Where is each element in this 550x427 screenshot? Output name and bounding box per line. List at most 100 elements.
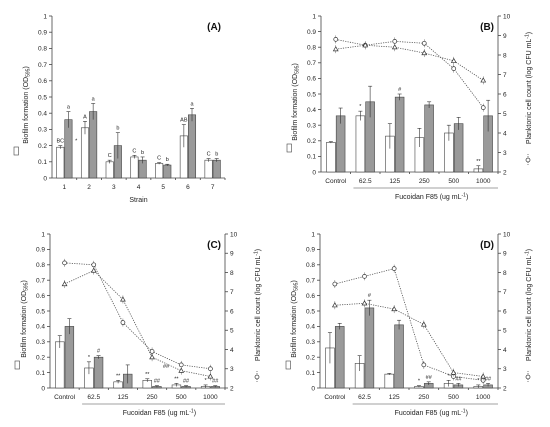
- significance-label: **: [476, 159, 481, 165]
- panel-label: (D): [480, 240, 494, 251]
- bar-gray: [163, 164, 172, 179]
- x-tick-label: 125: [389, 394, 400, 401]
- legend-marker-planktonic: [254, 374, 260, 380]
- significance-label: **: [116, 373, 121, 379]
- y-tick-label: 0.8: [36, 262, 45, 269]
- bar-white: [55, 341, 65, 389]
- significance-label: ##: [426, 375, 433, 381]
- x-tick-label: 62.5: [358, 394, 371, 401]
- point-circle: [333, 37, 339, 42]
- y-tick-label: 0.6: [306, 293, 315, 300]
- point-triangle: [480, 373, 487, 379]
- significance-label: C: [207, 152, 211, 158]
- x-tick-label: Control: [325, 178, 347, 185]
- point-triangle: [361, 300, 368, 306]
- y-tick-label: 0.7: [307, 60, 316, 67]
- bar-gray: [335, 115, 346, 173]
- significance-label: **: [145, 372, 150, 378]
- significance-label: ##: [154, 379, 161, 385]
- y2-tick-label: 6: [503, 91, 507, 98]
- bar-white: [326, 142, 336, 173]
- y-tick-label: 0.9: [306, 247, 315, 254]
- x-tick-label: 62.5: [87, 394, 100, 401]
- x-axis-label: Fucoidan F85 (ug mL-1): [123, 409, 196, 418]
- x-axis-label: Fucoidan F85 (ug mL-1): [395, 193, 468, 202]
- y2-tick-label: 2: [503, 169, 507, 176]
- point-triangle: [450, 57, 457, 63]
- panel-label: (B): [480, 22, 494, 33]
- y-tick-label: 0.5: [38, 94, 47, 101]
- x-tick-label: 4: [137, 184, 141, 191]
- significance-label: *: [88, 355, 91, 361]
- extra-annotation: *: [75, 138, 78, 144]
- y2-tick-label: 4: [503, 130, 507, 137]
- point-circle: [149, 349, 155, 354]
- y-tick-label: 0: [43, 175, 47, 182]
- y2-tick-label: 9: [230, 251, 234, 258]
- y-tick-label: 1: [311, 231, 315, 238]
- bar-white: [155, 163, 164, 179]
- panel-label: (A): [207, 22, 221, 33]
- bar-gray: [89, 111, 98, 179]
- y-tick-label: 0.1: [36, 370, 45, 377]
- y2-tick-label: 4: [230, 347, 234, 354]
- y2-tick-label: 8: [503, 52, 507, 59]
- legend-marker-planktonic: [525, 374, 531, 380]
- y-tick-label: 0.8: [307, 45, 316, 52]
- y2-tick-label: 8: [230, 270, 234, 277]
- bar-gray: [64, 326, 75, 389]
- point-triangle: [120, 296, 126, 302]
- point-triangle: [480, 77, 487, 83]
- y-tick-label: 0.9: [36, 247, 45, 254]
- significance-label: C: [108, 153, 112, 159]
- significance-label: C: [157, 156, 161, 162]
- bar-gray: [187, 114, 197, 179]
- y-tick-label: 0: [312, 169, 316, 176]
- point-circle: [392, 38, 398, 44]
- y-tick-label: 0.3: [307, 123, 316, 130]
- legend-marker-planktonic: [525, 157, 531, 163]
- y2-tick-label: 8: [503, 270, 507, 277]
- y2-tick-label: 3: [503, 150, 507, 157]
- point-triangle: [61, 280, 68, 287]
- bar-gray: [424, 104, 434, 173]
- point-circle: [332, 281, 338, 287]
- significance-label: *: [477, 378, 480, 384]
- significance-label: *: [359, 104, 362, 110]
- bar-gray: [364, 307, 375, 389]
- y-tick-label: 0.6: [36, 293, 45, 300]
- point-circle: [451, 66, 457, 72]
- y-tick-label: 0: [311, 385, 315, 392]
- significance-label: b: [166, 157, 169, 163]
- y-tick-label: 0.5: [36, 308, 45, 315]
- y2-tick-label: 3: [503, 366, 507, 373]
- legend-swatch-biofilm: [286, 143, 292, 153]
- x-tick-label: 7: [211, 184, 215, 191]
- y2-tick-label: 10: [230, 231, 238, 238]
- significance-label: b: [141, 150, 144, 156]
- y-tick-label: 0.3: [36, 339, 45, 346]
- point-triangle: [420, 321, 427, 327]
- point-triangle: [207, 373, 214, 379]
- point-triangle: [362, 42, 369, 48]
- y-tick-label: 0.9: [38, 30, 47, 37]
- point-triangle: [391, 44, 398, 50]
- y2-tick-label: 9: [503, 251, 507, 258]
- x-tick-label: 3: [112, 184, 116, 191]
- y-tick-label: 1: [312, 13, 316, 20]
- x-tick-label: 1: [63, 184, 67, 191]
- y-tick-label: 0.1: [307, 154, 316, 161]
- significance-label: C: [132, 148, 136, 154]
- y2-tick-label: 4: [503, 347, 507, 354]
- point-circle: [178, 362, 184, 368]
- y-tick-label: 0.8: [38, 46, 47, 53]
- y2-axis-label: Planktonic cell count (log CFU mL-1): [525, 249, 534, 361]
- significance-label: ##: [455, 376, 462, 382]
- bar-gray: [93, 356, 104, 389]
- y-tick-label: 0.2: [38, 143, 47, 150]
- y2-tick-label: 2: [503, 385, 507, 392]
- significance-label: BC: [56, 139, 64, 145]
- panel-label: (C): [207, 240, 221, 251]
- legend-swatch-biofilm: [285, 360, 291, 370]
- significance-label: *: [418, 379, 421, 385]
